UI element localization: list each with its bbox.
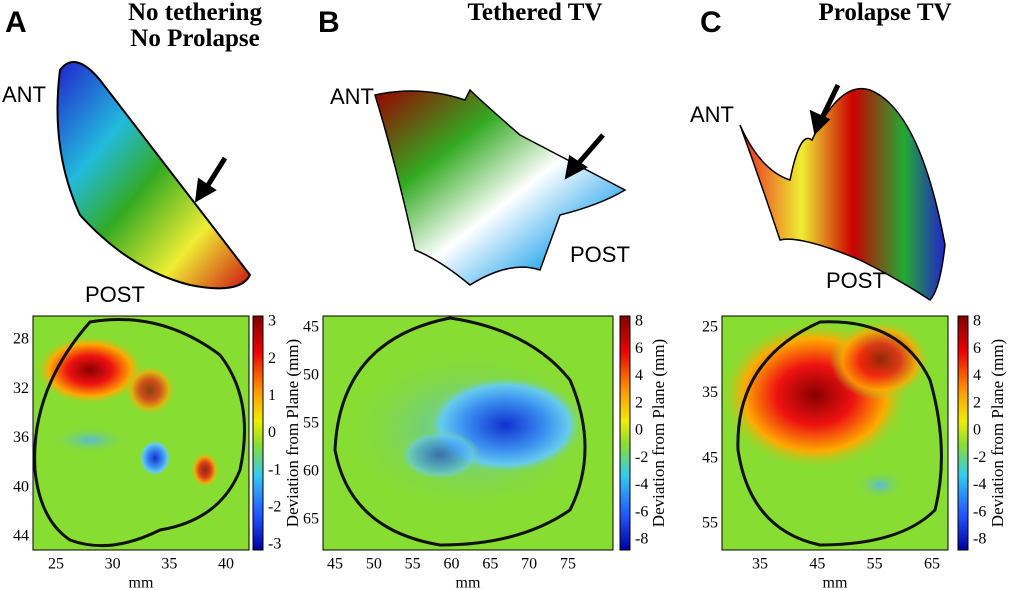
heatmap-b bbox=[322, 315, 631, 551]
y-tick-label: 32 bbox=[13, 380, 29, 397]
panel-title: No tethering bbox=[128, 0, 262, 26]
y-tick-label: 45 bbox=[303, 319, 319, 336]
x-tick-label: 60 bbox=[444, 556, 460, 573]
colorbar-tick-label: -3 bbox=[268, 536, 281, 553]
surface-c bbox=[739, 87, 946, 301]
y-tick-label: 55 bbox=[303, 415, 319, 432]
ant-label: ANT bbox=[2, 82, 46, 107]
y-tick-label: 55 bbox=[702, 515, 718, 532]
ant-label: ANT bbox=[330, 84, 374, 109]
colorbar-tick-label: -2 bbox=[268, 499, 281, 516]
colorbar-tick-label: -1 bbox=[268, 461, 281, 478]
y-tick-label: 65 bbox=[303, 511, 319, 528]
surface-b bbox=[374, 88, 627, 286]
y-tick-label: 25 bbox=[702, 319, 718, 336]
colorbar-tick-label: -4 bbox=[973, 476, 986, 493]
heatmap-c bbox=[720, 315, 969, 551]
x-axis-label: mm bbox=[129, 575, 154, 590]
x-tick-label: 35 bbox=[161, 556, 177, 573]
colorbar-tick-label: 3 bbox=[268, 313, 276, 330]
y-tick-label: 60 bbox=[303, 463, 319, 480]
x-tick-label: 70 bbox=[521, 556, 537, 573]
post-label: POST bbox=[570, 242, 630, 267]
post-label: POST bbox=[826, 268, 886, 293]
colorbar-tick-label: 6 bbox=[635, 340, 643, 357]
colorbar-label: Deviation from Plane (mm) bbox=[649, 339, 668, 527]
panel-letter: A bbox=[5, 6, 27, 39]
x-tick-label: 65 bbox=[482, 556, 498, 573]
x-tick-label: 25 bbox=[48, 556, 64, 573]
panel-title: Prolapse TV bbox=[818, 0, 951, 26]
surface-a bbox=[56, 61, 252, 290]
colorbar-tick-label: 0 bbox=[973, 422, 981, 439]
colorbar-tick-label: 8 bbox=[973, 313, 981, 330]
x-tick-label: 30 bbox=[105, 556, 121, 573]
x-axis-label: mm bbox=[823, 575, 848, 590]
colorbar-label: Deviation from Plane (mm) bbox=[283, 339, 302, 527]
x-tick-label: 45 bbox=[327, 556, 343, 573]
heatmap-a bbox=[32, 315, 264, 551]
colorbar-tick-label: 8 bbox=[635, 313, 643, 330]
colorbar-tick-label: -2 bbox=[635, 449, 648, 466]
ant-label: ANT bbox=[690, 102, 734, 127]
colorbar-tick-label: -2 bbox=[973, 449, 986, 466]
y-tick-label: 35 bbox=[702, 384, 718, 401]
colorbar-tick-label: 0 bbox=[268, 424, 276, 441]
panel-title: Tethered TV bbox=[468, 0, 603, 26]
colorbar-tick-label: -6 bbox=[973, 503, 986, 520]
y-tick-label: 50 bbox=[303, 367, 319, 384]
colorbar-tick-label: -4 bbox=[635, 476, 648, 493]
x-tick-label: 65 bbox=[924, 556, 940, 573]
colorbar-tick-label: -6 bbox=[635, 503, 648, 520]
colorbar-tick-label: 1 bbox=[268, 387, 276, 404]
arrows bbox=[194, 83, 841, 203]
colorbar-tick-label: 4 bbox=[973, 367, 981, 384]
panel-letter: B bbox=[318, 6, 340, 39]
y-tick-label: 45 bbox=[702, 449, 718, 466]
panel-letter: C bbox=[700, 6, 722, 39]
x-tick-label: 45 bbox=[809, 556, 825, 573]
colorbar-tick-label: 2 bbox=[268, 350, 276, 367]
colorbar-tick-label: 4 bbox=[635, 367, 643, 384]
x-axis-label: mm bbox=[456, 575, 481, 590]
post-label: POST bbox=[85, 282, 145, 307]
colorbar-tick-label: -8 bbox=[973, 531, 986, 548]
y-tick-label: 36 bbox=[13, 429, 29, 446]
colorbar-label: Deviation from Plane (mm) bbox=[988, 339, 1007, 527]
y-tick-label: 44 bbox=[13, 528, 29, 545]
y-tick-label: 28 bbox=[13, 331, 29, 348]
colorbar-tick-label: 2 bbox=[635, 394, 643, 411]
x-tick-label: 55 bbox=[867, 556, 883, 573]
x-tick-label: 50 bbox=[366, 556, 382, 573]
x-tick-label: 40 bbox=[218, 556, 234, 573]
x-tick-label: 55 bbox=[405, 556, 421, 573]
y-tick-label: 40 bbox=[13, 478, 29, 495]
x-tick-label: 75 bbox=[560, 556, 576, 573]
x-tick-label: 35 bbox=[752, 556, 768, 573]
colorbar-tick-label: 0 bbox=[635, 422, 643, 439]
colorbar-tick-label: -8 bbox=[635, 531, 648, 548]
colorbar-tick-label: 2 bbox=[973, 394, 981, 411]
colorbar-tick-label: 6 bbox=[973, 340, 981, 357]
panel-title: No Prolapse bbox=[130, 25, 259, 52]
